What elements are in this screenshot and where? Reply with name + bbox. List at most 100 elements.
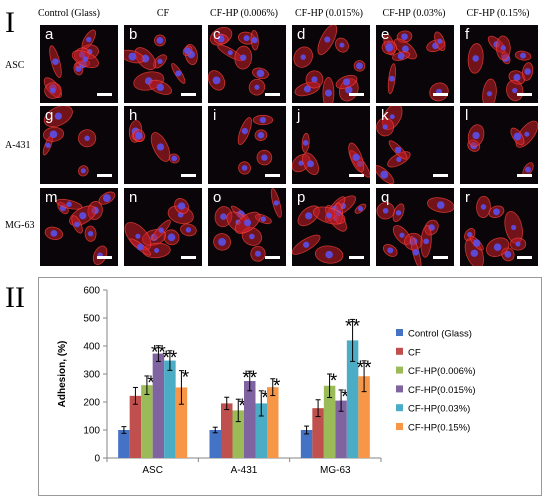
legend-label: CF-HP(0.015%) xyxy=(408,385,476,396)
scale-bar xyxy=(97,93,112,96)
tile-letter: g xyxy=(45,107,54,124)
y-tick-label: 500 xyxy=(83,314,100,325)
micrograph-image xyxy=(467,120,538,177)
micrograph-tile-l: l xyxy=(460,106,538,184)
scale-bar xyxy=(265,256,280,259)
bar xyxy=(335,400,347,458)
x-tick-label: MG-63 xyxy=(320,465,351,476)
scale-bar xyxy=(97,256,112,259)
micrograph-image xyxy=(124,198,197,259)
scale-bar xyxy=(97,174,112,177)
scale-bar xyxy=(265,174,280,177)
micrograph-tile-n: n xyxy=(124,188,202,266)
y-tick-label: 600 xyxy=(83,286,100,297)
scale-bar xyxy=(349,174,364,177)
micrograph-tile-i: i xyxy=(208,106,286,184)
micrograph-image xyxy=(124,34,198,95)
tile-letter: e xyxy=(381,26,390,43)
micrograph-image xyxy=(381,30,449,102)
micrograph-image xyxy=(42,106,97,177)
y-axis-title: Adhesion, (%) xyxy=(57,341,68,408)
tile-letter: m xyxy=(45,189,58,206)
scale-bar xyxy=(265,93,280,96)
scale-bar xyxy=(349,256,364,259)
significance-marker: ** xyxy=(151,343,166,364)
y-tick-label: 100 xyxy=(83,426,100,437)
column-header-cf-hp-0015: CF-HP (0.015%) xyxy=(295,8,363,19)
micrograph-tile-r: r xyxy=(460,188,538,266)
row-label-asc: ASC xyxy=(5,60,25,71)
bar xyxy=(141,385,153,458)
micrograph-image xyxy=(293,25,366,103)
row-label-mg63: MG-63 xyxy=(5,220,35,231)
tile-letter: i xyxy=(213,107,217,124)
significance-marker: * xyxy=(273,376,281,397)
micrograph-image xyxy=(292,195,367,264)
tile-letter: p xyxy=(297,189,306,206)
legend-label: Control (Glass) xyxy=(408,329,472,340)
tile-letter: k xyxy=(381,107,389,124)
micrograph-image xyxy=(376,197,454,266)
column-header-control-glass: Control (Glass) xyxy=(38,8,100,19)
micrograph-image xyxy=(464,195,527,266)
bar xyxy=(209,430,221,458)
bar xyxy=(175,387,188,458)
tile-letter: f xyxy=(465,26,470,43)
tile-letter: q xyxy=(381,189,390,206)
panel-label-ii: II xyxy=(5,281,25,314)
y-tick-label: 200 xyxy=(83,398,100,409)
scale-bar xyxy=(517,256,532,259)
legend-label: CF-HP(0.03%) xyxy=(408,404,470,415)
legend-swatch xyxy=(396,423,403,430)
legend-swatch xyxy=(396,385,403,393)
micrograph-tile-e: e xyxy=(376,25,454,103)
y-tick-label: 0 xyxy=(94,454,100,465)
tile-letter: l xyxy=(465,107,469,124)
micrograph-image xyxy=(208,26,269,96)
micrograph-tile-o: o xyxy=(208,188,286,266)
bar xyxy=(312,408,324,458)
micrograph-image xyxy=(376,106,411,184)
tile-letter: a xyxy=(45,26,54,43)
micrograph-tile-d: d xyxy=(292,25,370,103)
row-label-a431: A-431 xyxy=(5,140,31,151)
tile-letter: b xyxy=(129,26,138,43)
scale-bar xyxy=(433,256,448,259)
micrograph-tile-m: m xyxy=(40,188,118,266)
legend-swatch xyxy=(396,329,403,336)
legend-swatch xyxy=(396,366,403,374)
scale-bar xyxy=(517,93,532,96)
micrograph-tile-q: q xyxy=(376,188,454,266)
scale-bar xyxy=(349,93,364,96)
micrograph-image xyxy=(467,35,534,103)
significance-marker: ** xyxy=(357,358,372,379)
y-tick-label: 400 xyxy=(83,342,100,353)
legend-label: CF-HP(0.15%) xyxy=(408,423,470,434)
scale-bar xyxy=(517,174,532,177)
x-tick-label: ASC xyxy=(142,465,163,476)
scale-bar xyxy=(433,174,448,177)
micrograph-image xyxy=(237,114,274,175)
column-header-cf-hp-003: CF-HP (0.03%) xyxy=(382,8,446,19)
scale-bar xyxy=(181,93,196,96)
bar xyxy=(118,430,130,458)
micrograph-image xyxy=(292,132,370,178)
x-tick-label: A-431 xyxy=(231,465,258,476)
tile-letter: o xyxy=(213,189,222,206)
bar xyxy=(152,353,165,458)
micrograph-tile-g: g xyxy=(40,106,118,184)
scale-bar xyxy=(181,256,196,259)
significance-marker: * xyxy=(330,371,338,392)
panel-label-i: I xyxy=(5,6,15,39)
bar xyxy=(323,385,336,458)
micrograph-tile-p: p xyxy=(292,188,370,266)
micrograph-tile-f: f xyxy=(460,25,538,103)
tile-letter: h xyxy=(129,107,138,124)
micrograph-image xyxy=(43,29,99,99)
micrograph-tile-k: k xyxy=(376,106,454,184)
significance-marker: * xyxy=(262,388,270,409)
legend-label: CF-HP(0.006%) xyxy=(408,366,476,377)
column-header-cf-hp-0006: CF-HP (0.006%) xyxy=(210,8,278,19)
micrograph-image xyxy=(213,188,282,262)
